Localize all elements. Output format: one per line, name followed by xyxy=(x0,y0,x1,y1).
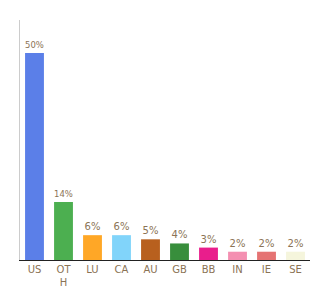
svg-text:50%: 50% xyxy=(25,40,44,50)
svg-text:2%: 2% xyxy=(288,238,304,249)
svg-text:4%: 4% xyxy=(172,229,188,240)
svg-text:3%: 3% xyxy=(201,234,217,245)
svg-text:US: US xyxy=(28,264,42,275)
svg-text:14%: 14% xyxy=(54,189,73,199)
svg-text:SE: SE xyxy=(289,264,302,275)
svg-text:BB: BB xyxy=(202,264,216,275)
svg-text:LU: LU xyxy=(86,264,98,275)
svg-text:OTH: OTH xyxy=(57,264,72,288)
svg-text:CA: CA xyxy=(115,264,129,275)
svg-text:IN: IN xyxy=(232,264,242,275)
svg-text:GB: GB xyxy=(172,264,187,275)
svg-text:5%: 5% xyxy=(143,225,159,236)
svg-text:6%: 6% xyxy=(85,221,101,232)
svg-text:2%: 2% xyxy=(259,238,275,249)
svg-text:2%: 2% xyxy=(230,238,246,249)
svg-text:AU: AU xyxy=(143,264,157,275)
svg-text:IE: IE xyxy=(262,264,271,275)
svg-text:6%: 6% xyxy=(114,221,130,232)
